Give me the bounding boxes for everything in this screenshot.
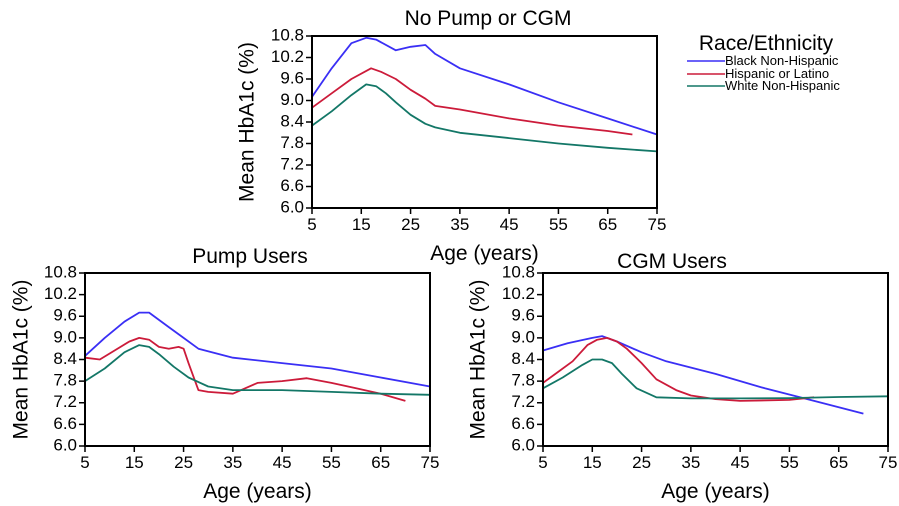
x-tick-label: 35 [450, 215, 469, 234]
series-line-hispanic-or-latino [542, 336, 815, 402]
chart-title: CGM Users [617, 250, 727, 273]
plot-area: 6.0 6.6 7.2 7.8 8.4 9.0 9.6 10.2 10.8 5 15 25 35 45 55… [502, 262, 898, 472]
y-tick-label: 10.8 [44, 262, 77, 281]
plot-frame [311, 35, 658, 209]
y-tick-label: 10.2 [502, 284, 535, 303]
series-line-hispanic-or-latino [84, 336, 406, 402]
legend-title: Race/Ethnicity [699, 32, 834, 55]
y-tick-label: 10.2 [44, 284, 77, 303]
y-tick-label: 7.2 [280, 154, 304, 173]
y-tick-label: 7.2 [511, 392, 535, 411]
y-tick-label: 9.6 [511, 306, 535, 325]
x-tick-label: 25 [401, 215, 420, 234]
y-tick-label: 7.8 [53, 371, 77, 390]
x-tick-label: 75 [879, 453, 898, 472]
x-tick-label: 55 [549, 215, 568, 234]
legend: Race/Ethnicity Black Non-Hispanic Hispan… [687, 32, 840, 93]
y-tick-label: 6.6 [53, 414, 77, 433]
x-tick-label: 15 [125, 453, 144, 472]
y-tick-label: 8.4 [511, 349, 535, 368]
chart-panel-pump-users: Pump Users Mean HbA1c (%) Age (years) 6.… [10, 245, 440, 503]
y-tick-label: 7.8 [280, 133, 304, 152]
x-tick-label: 55 [780, 453, 799, 472]
x-tick-label: 45 [273, 453, 292, 472]
y-tick-label: 9.0 [53, 327, 77, 346]
x-axis-label: Age (years) [203, 480, 312, 503]
y-tick-label: 6.6 [280, 176, 304, 195]
y-axis-label: Mean HbA1c (%) [236, 42, 259, 202]
y-tick-label: 9.6 [53, 306, 77, 325]
y-axis-label: Mean HbA1c (%) [10, 280, 33, 440]
legend-label-black-non-hispanic: Black Non-Hispanic [725, 53, 839, 68]
legend-label-white-non-hispanic: White Non-Hispanic [725, 78, 840, 93]
y-axis-label: Mean HbA1c (%) [467, 280, 490, 440]
x-tick-label: 15 [583, 453, 602, 472]
y-tick-label: 6.0 [53, 435, 77, 454]
x-axis-label: Age (years) [661, 480, 770, 503]
plot-area: 6.0 6.6 7.2 7.8 8.4 9.0 9.6 10.2 10.8 5 15 25 35 45 55… [271, 25, 667, 234]
series-line-white-non-hispanic [84, 344, 431, 396]
y-tick-label: 7.8 [511, 371, 535, 390]
y-tick-label: 9.0 [511, 327, 535, 346]
y-tick-label: 6.6 [511, 414, 535, 433]
y-tick-label: 6.0 [280, 197, 304, 216]
x-tick-label: 5 [538, 453, 547, 472]
y-tick-label: 8.4 [53, 349, 77, 368]
series-line-white-non-hispanic [542, 358, 889, 400]
x-tick-label: 5 [80, 453, 89, 472]
x-tick-label: 25 [174, 453, 193, 472]
x-tick-label: 55 [322, 453, 341, 472]
x-tick-label: 45 [731, 453, 750, 472]
x-tick-label: 35 [223, 453, 242, 472]
chart-panel-cgm-users: CGM Users Mean HbA1c (%) Age (years) 6.0… [467, 250, 898, 503]
x-tick-label: 65 [829, 453, 848, 472]
x-tick-label: 75 [648, 215, 667, 234]
plot-area: 6.0 6.6 7.2 7.8 8.4 9.0 9.6 10.2 10.8 5 15 25 35 45 55… [44, 262, 440, 472]
series-line-hispanic-or-latino [311, 67, 633, 136]
y-tick-label: 9.6 [280, 68, 304, 87]
series-line-white-non-hispanic [311, 83, 658, 153]
legend-label-hispanic-or-latino: Hispanic or Latino [725, 66, 829, 81]
y-tick-label: 9.0 [280, 90, 304, 109]
y-tick-label: 7.2 [53, 392, 77, 411]
x-tick-label: 65 [371, 453, 390, 472]
x-tick-label: 15 [352, 215, 371, 234]
x-tick-label: 25 [632, 453, 651, 472]
x-tick-label: 45 [500, 215, 519, 234]
y-tick-label: 10.8 [502, 262, 535, 281]
chart-panel-no-pump-or-cgm: No Pump or CGM Mean HbA1c (%) Age (years… [236, 7, 667, 265]
series-line-black-non-hispanic [311, 36, 658, 136]
y-tick-label: 8.4 [280, 111, 304, 130]
y-tick-label: 10.2 [271, 47, 304, 66]
x-tick-label: 75 [421, 453, 440, 472]
chart-title: No Pump or CGM [405, 7, 572, 30]
x-tick-label: 5 [307, 215, 316, 234]
y-tick-label: 10.8 [271, 25, 304, 44]
x-tick-label: 35 [681, 453, 700, 472]
chart-title: Pump Users [192, 245, 308, 268]
y-tick-label: 6.0 [511, 435, 535, 454]
x-axis-label: Age (years) [430, 242, 539, 265]
series-line-black-non-hispanic [84, 311, 431, 388]
x-tick-label: 65 [598, 215, 617, 234]
series-line-black-non-hispanic [542, 335, 864, 415]
